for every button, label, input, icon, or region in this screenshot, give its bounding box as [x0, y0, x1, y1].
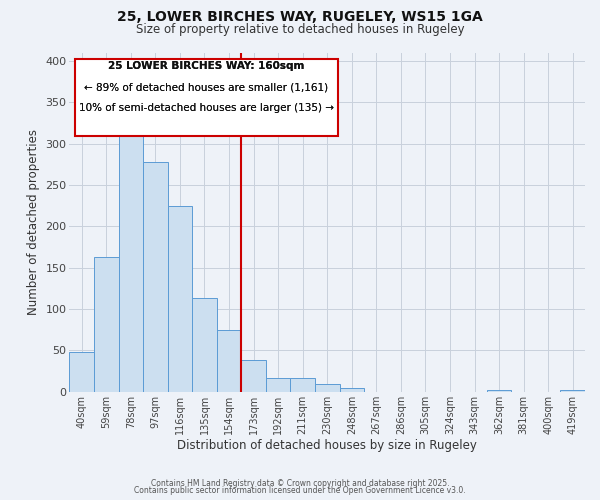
FancyBboxPatch shape: [74, 60, 338, 136]
Text: ← 89% of detached houses are smaller (1,161): ← 89% of detached houses are smaller (1,…: [84, 82, 328, 92]
Text: Contains HM Land Registry data © Crown copyright and database right 2025.: Contains HM Land Registry data © Crown c…: [151, 478, 449, 488]
Bar: [241, 360, 266, 392]
Text: 25 LOWER BIRCHES WAY: 160sqm: 25 LOWER BIRCHES WAY: 160sqm: [108, 61, 304, 71]
Bar: [143, 162, 167, 392]
Y-axis label: Number of detached properties: Number of detached properties: [27, 129, 40, 315]
Text: ← 89% of detached houses are smaller (1,161): ← 89% of detached houses are smaller (1,…: [84, 82, 328, 92]
Bar: [70, 352, 94, 392]
Bar: [487, 390, 511, 392]
Bar: [119, 124, 143, 392]
Bar: [315, 384, 340, 392]
Text: 25 LOWER BIRCHES WAY: 160sqm: 25 LOWER BIRCHES WAY: 160sqm: [108, 61, 304, 71]
X-axis label: Distribution of detached houses by size in Rugeley: Distribution of detached houses by size …: [177, 440, 477, 452]
Text: 25, LOWER BIRCHES WAY, RUGELEY, WS15 1GA: 25, LOWER BIRCHES WAY, RUGELEY, WS15 1GA: [117, 10, 483, 24]
Bar: [266, 378, 290, 392]
Bar: [167, 206, 192, 392]
Text: 10% of semi-detached houses are larger (135) →: 10% of semi-detached houses are larger (…: [79, 103, 334, 113]
Bar: [217, 330, 241, 392]
Bar: [290, 378, 315, 392]
Bar: [94, 257, 119, 392]
Bar: [560, 390, 585, 392]
Bar: [192, 298, 217, 392]
Text: Contains public sector information licensed under the Open Government Licence v3: Contains public sector information licen…: [134, 486, 466, 495]
Bar: [340, 388, 364, 392]
Text: 10% of semi-detached houses are larger (135) →: 10% of semi-detached houses are larger (…: [79, 103, 334, 113]
Text: Size of property relative to detached houses in Rugeley: Size of property relative to detached ho…: [136, 22, 464, 36]
